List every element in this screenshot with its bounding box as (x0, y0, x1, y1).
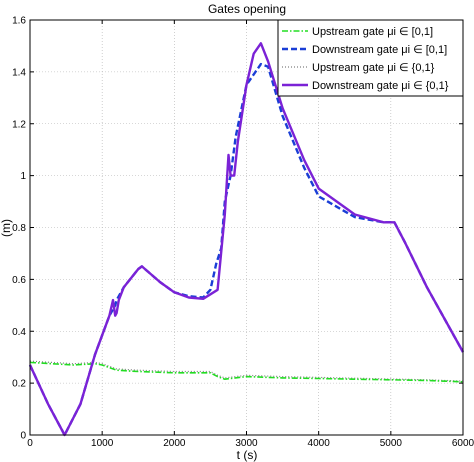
y-tick-label: 0.4 (12, 327, 26, 338)
y-tick-label: 0 (20, 431, 26, 442)
legend-label: Upstream gate μi ∈ [0,1] (312, 26, 433, 38)
legend: Upstream gate μi ∈ [0,1] Downstream gate … (277, 19, 464, 97)
x-tick-label: 4000 (308, 438, 331, 449)
x-tick-label: 1000 (91, 438, 114, 449)
y-tick-label: 1.2 (12, 119, 26, 130)
series-line-1 (29, 361, 464, 383)
legend-label: Downstream gate μi ∈ [0,1] (312, 44, 447, 56)
legend-label: Downstream gate μi ∈ {0,1} (312, 80, 449, 92)
x-tick-label: 3000 (235, 438, 258, 449)
legend-label: Upstream gate μi ∈ {0,1} (312, 62, 435, 74)
y-tick-label: 0.6 (12, 275, 26, 286)
y-tick-label: 1 (20, 171, 26, 182)
x-tick-label: 6000 (452, 438, 474, 449)
series-line-3 (29, 360, 464, 382)
chart-title: Gates opening (208, 2, 286, 16)
x-tick-label: 0 (27, 438, 33, 449)
series-layer (28, 42, 465, 437)
y-tick-label: 0.2 (12, 379, 26, 390)
legend-box (277, 19, 464, 97)
x-axis-title: t (s) (237, 448, 258, 462)
x-tick-label: 5000 (380, 438, 403, 449)
y-tick-label: 0.8 (12, 223, 26, 234)
y-axis-title: (m) (0, 219, 13, 237)
y-tick-label: 1.4 (12, 67, 26, 78)
series-line-4 (28, 42, 465, 437)
y-tick-label: 1.6 (12, 16, 26, 27)
x-tick-label: 2000 (163, 438, 186, 449)
tick-layer: 0 1000 2000 3000 4000 5000 6000 0 0.2 0.4 0.6 0.8 1 1… (12, 16, 474, 450)
